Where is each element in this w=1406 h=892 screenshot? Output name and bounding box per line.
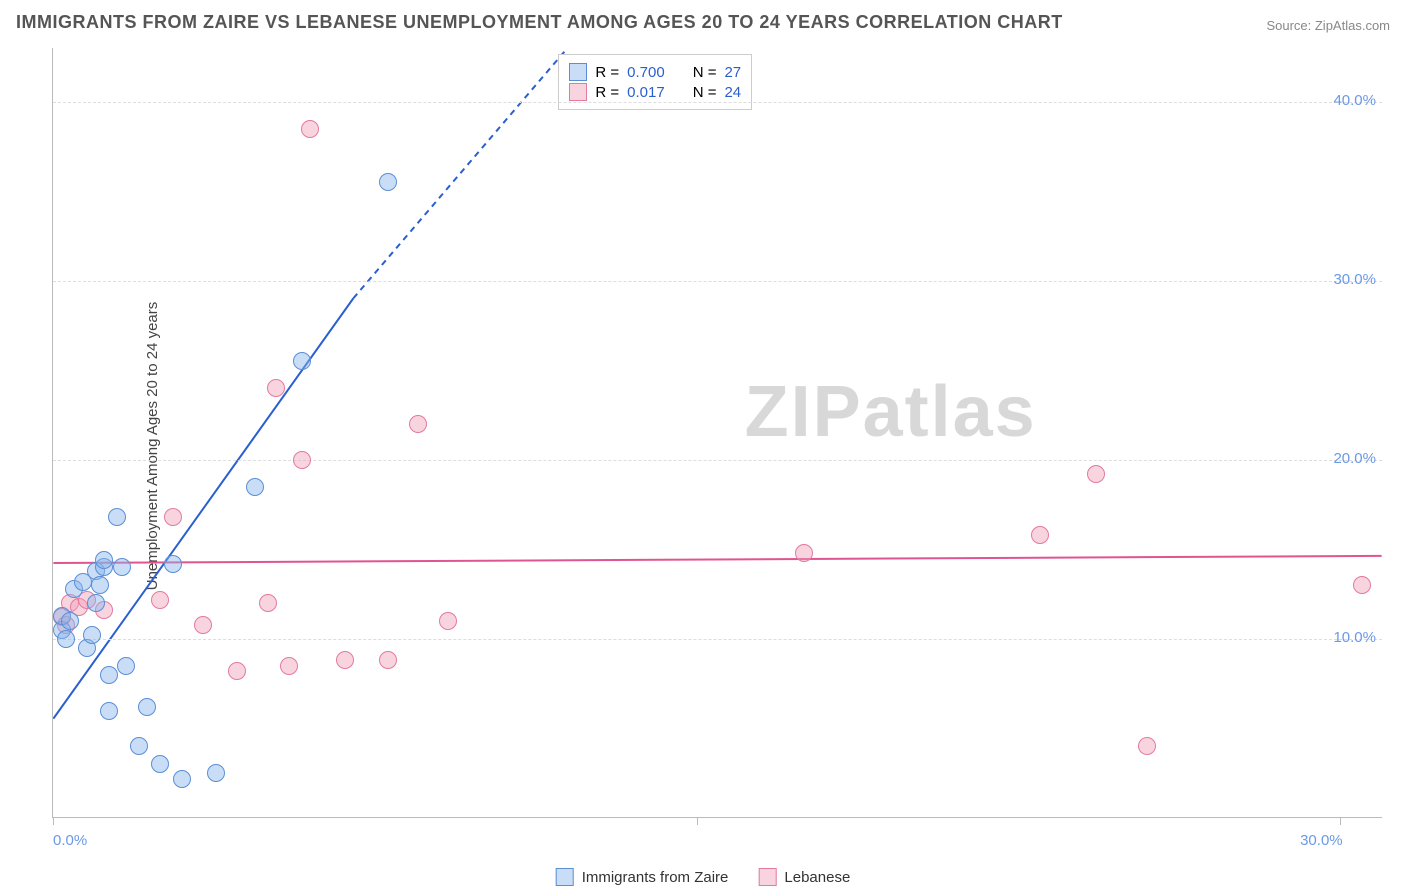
data-point bbox=[95, 551, 113, 569]
data-point bbox=[194, 616, 212, 634]
r-label: R = bbox=[595, 64, 619, 81]
gridline bbox=[53, 460, 1382, 461]
x-tick bbox=[53, 817, 54, 825]
gridline bbox=[53, 281, 1382, 282]
data-point bbox=[138, 698, 156, 716]
data-point bbox=[1138, 737, 1156, 755]
r-label: R = bbox=[595, 84, 619, 101]
data-point bbox=[173, 770, 191, 788]
data-point bbox=[1031, 526, 1049, 544]
data-point bbox=[151, 591, 169, 609]
x-tick-label: 0.0% bbox=[53, 832, 87, 849]
data-point bbox=[259, 594, 277, 612]
chart-title: IMMIGRANTS FROM ZAIRE VS LEBANESE UNEMPL… bbox=[16, 12, 1063, 33]
x-tick-label: 30.0% bbox=[1300, 832, 1343, 849]
data-point bbox=[57, 630, 75, 648]
legend-item-pink: Lebanese bbox=[758, 868, 850, 886]
data-point bbox=[117, 657, 135, 675]
data-point bbox=[91, 576, 109, 594]
data-point bbox=[379, 173, 397, 191]
legend-item-blue: Immigrants from Zaire bbox=[556, 868, 729, 886]
data-point bbox=[246, 478, 264, 496]
n-label: N = bbox=[693, 64, 717, 81]
data-point bbox=[164, 508, 182, 526]
legend-row-pink: R = 0.017 N = 24 bbox=[569, 83, 741, 101]
swatch-blue bbox=[569, 63, 587, 81]
data-point bbox=[61, 612, 79, 630]
series-label-pink: Lebanese bbox=[784, 869, 850, 886]
data-point bbox=[280, 657, 298, 675]
n-label: N = bbox=[693, 84, 717, 101]
data-point bbox=[336, 651, 354, 669]
n-value-pink: 24 bbox=[724, 84, 741, 101]
data-point bbox=[100, 666, 118, 684]
x-tick bbox=[697, 817, 698, 825]
y-tick-label: 40.0% bbox=[1333, 92, 1376, 109]
data-point bbox=[267, 379, 285, 397]
data-point bbox=[228, 662, 246, 680]
data-point bbox=[1353, 576, 1371, 594]
y-tick-label: 20.0% bbox=[1333, 450, 1376, 467]
r-value-pink: 0.017 bbox=[627, 84, 665, 101]
x-tick bbox=[1340, 817, 1341, 825]
plot-area: ZIPatlas R = 0.700 N = 27 R = 0.017 N = … bbox=[52, 48, 1382, 818]
gridline bbox=[53, 639, 1382, 640]
data-point bbox=[83, 626, 101, 644]
data-point bbox=[87, 594, 105, 612]
data-point bbox=[293, 352, 311, 370]
data-point bbox=[1087, 465, 1105, 483]
swatch-blue bbox=[556, 868, 574, 886]
swatch-pink bbox=[758, 868, 776, 886]
n-value-blue: 27 bbox=[724, 64, 741, 81]
data-point bbox=[108, 508, 126, 526]
swatch-pink bbox=[569, 83, 587, 101]
data-point bbox=[100, 702, 118, 720]
y-tick-label: 30.0% bbox=[1333, 271, 1376, 288]
data-point bbox=[130, 737, 148, 755]
data-point bbox=[113, 558, 131, 576]
legend-row-blue: R = 0.700 N = 27 bbox=[569, 63, 741, 81]
data-point bbox=[293, 451, 311, 469]
data-point bbox=[379, 651, 397, 669]
gridline bbox=[53, 102, 1382, 103]
data-point bbox=[151, 755, 169, 773]
r-value-blue: 0.700 bbox=[627, 64, 665, 81]
data-point bbox=[439, 612, 457, 630]
y-tick-label: 10.0% bbox=[1333, 629, 1376, 646]
data-point bbox=[301, 120, 319, 138]
data-point bbox=[795, 544, 813, 562]
regression-lines bbox=[53, 48, 1382, 817]
series-legend: Immigrants from Zaire Lebanese bbox=[556, 868, 851, 886]
watermark: ZIPatlas bbox=[745, 371, 1037, 453]
series-label-blue: Immigrants from Zaire bbox=[582, 869, 729, 886]
data-point bbox=[207, 764, 225, 782]
data-point bbox=[409, 415, 427, 433]
source-label: Source: ZipAtlas.com bbox=[1266, 18, 1390, 33]
data-point bbox=[164, 555, 182, 573]
chart-container: IMMIGRANTS FROM ZAIRE VS LEBANESE UNEMPL… bbox=[0, 0, 1406, 892]
